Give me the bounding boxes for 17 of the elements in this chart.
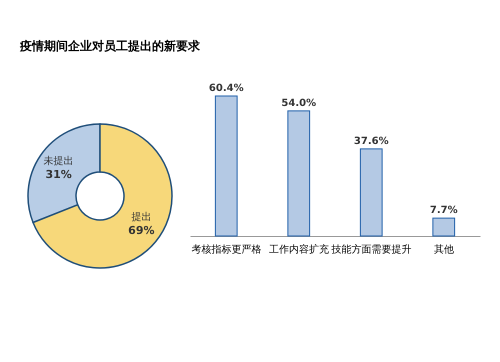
- data-label: 54.0%: [281, 98, 316, 109]
- slice-label: 提出: [131, 211, 152, 224]
- x-tick-label: 考核指标更严格: [191, 244, 262, 256]
- slice-label: 未提出: [44, 154, 74, 167]
- x-tick-label: 技能方面需要提升: [330, 244, 412, 256]
- x-tick-label: 工作内容扩充: [268, 244, 329, 256]
- bar: [360, 148, 383, 236]
- data-label: 37.6%: [354, 136, 389, 147]
- bar: [432, 218, 456, 236]
- data-label: 31%: [45, 168, 72, 181]
- data-label: 7.7%: [430, 205, 458, 216]
- bar: [287, 110, 310, 236]
- bar: [214, 96, 238, 236]
- data-label: 60.4%: [208, 83, 244, 94]
- x-tick-label: 其他: [434, 244, 454, 256]
- data-label: 69%: [128, 224, 155, 238]
- chart-title: 疫情期间企业对员工提出的新要求: [19, 39, 201, 53]
